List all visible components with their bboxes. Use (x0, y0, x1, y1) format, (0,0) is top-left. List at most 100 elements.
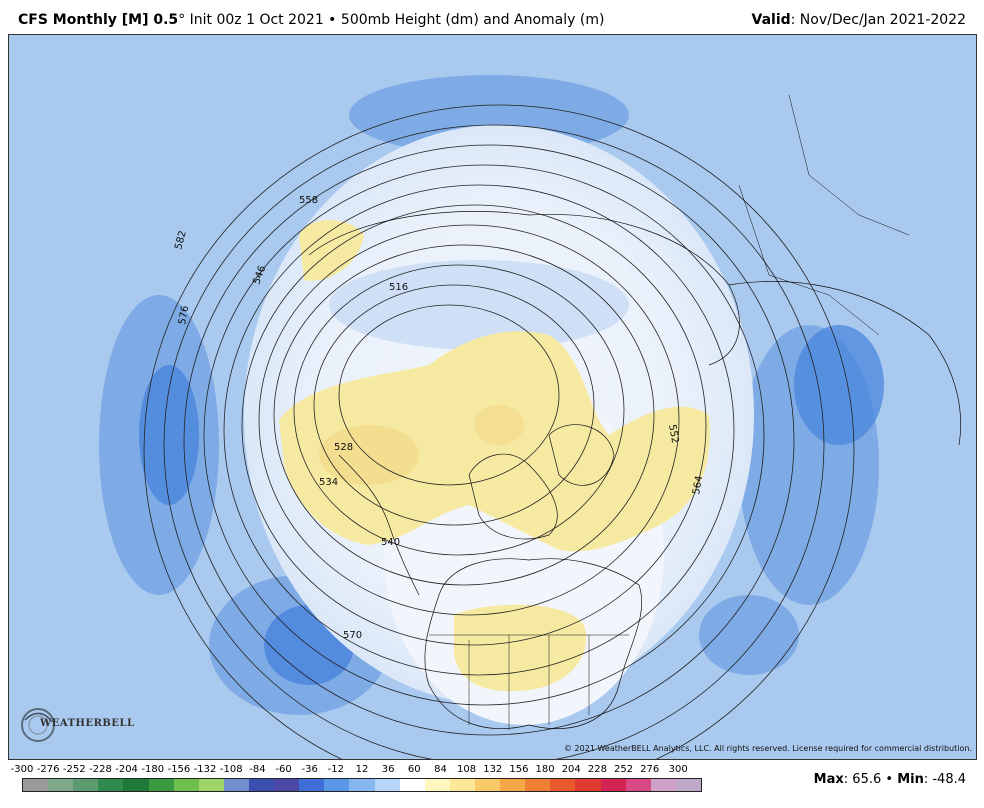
colorbar-tick: -36 (301, 764, 318, 775)
colorbar-swatch (48, 779, 74, 791)
field-name: 500mb Height (dm) and Anomaly (m) (340, 12, 605, 28)
model-name: CFS Monthly [M] 0.5 (18, 12, 179, 28)
init-info: Init 00z 1 Oct 2021 (185, 12, 324, 28)
colorbar-swatch (449, 779, 475, 791)
colorbar-tick: -108 (219, 764, 243, 775)
colorbar-tick: 108 (457, 764, 477, 775)
colorbar-swatch (575, 779, 601, 791)
contour-label-528: 528 (334, 442, 353, 453)
colorbar-swatch (148, 779, 174, 791)
colorbar-tick: 228 (587, 764, 607, 775)
colorbar-swatch (374, 779, 400, 791)
colorbar-swatch (675, 779, 701, 791)
colorbar-swatch (274, 779, 300, 791)
borders (429, 94, 910, 730)
colorbar-swatch (198, 779, 224, 791)
europe-outline (728, 281, 961, 446)
colorbar-swatch (349, 779, 375, 791)
contour-line (273, 244, 655, 586)
colorbar (22, 778, 702, 792)
contour-line (203, 164, 765, 706)
contour-label-576: 576 (177, 305, 191, 326)
negative-anomaly-core-west (139, 365, 199, 505)
contour-line (313, 284, 595, 526)
colorbar-swatch (625, 779, 651, 791)
asia-borders (738, 184, 880, 336)
contour-label-570: 570 (343, 630, 362, 641)
header: CFS Monthly [M] 0.5° Init 00z 1 Oct 2021… (0, 0, 984, 34)
canadian-archipelago-outline (468, 453, 558, 540)
weatherbell-logo (21, 708, 55, 742)
colorbar-tick: 12 (355, 764, 369, 775)
greenland-outline (548, 424, 615, 486)
valid-label: Valid (751, 12, 791, 28)
valid-period: Valid: Nov/Dec/Jan 2021-2022 (752, 12, 967, 28)
colorbar-tick: -156 (167, 764, 191, 775)
colorbar-swatch (299, 779, 325, 791)
colorbar-tick: 156 (509, 764, 529, 775)
contour-label-564: 564 (691, 475, 705, 496)
colorbar-swatch (600, 779, 626, 791)
contour-line (241, 204, 707, 646)
colorbar-tick: 276 (640, 764, 660, 775)
colorbar-tick: 36 (381, 764, 395, 775)
contour-label-582: 582 (173, 229, 189, 250)
colorbar-tick: -60 (275, 764, 292, 775)
colorbar-swatch (525, 779, 551, 791)
positive-anomaly-core-arctic (474, 405, 524, 445)
colorbar-swatch (324, 779, 350, 791)
map-canvas: 516 528 534 540 546 552 558 564 570 576 … (9, 35, 976, 759)
contour-line (183, 144, 795, 736)
contour-line (223, 184, 735, 676)
light-negative-anomaly (329, 260, 629, 350)
separator: • (881, 772, 898, 787)
colorbar-swatch (500, 779, 526, 791)
colorbar-swatch (98, 779, 124, 791)
map-panel: 516 528 534 540 546 552 558 564 570 576 … (8, 34, 977, 760)
colorbar-tick: -180 (141, 764, 165, 775)
colorbar-tick: -84 (249, 764, 266, 775)
valid-value: : Nov/Dec/Jan 2021-2022 (790, 12, 966, 28)
contour-label-540: 540 (381, 537, 400, 548)
state-lines (468, 635, 590, 730)
contour-label-534: 534 (319, 477, 338, 488)
negative-anomaly-atlantic (699, 595, 799, 675)
asia-borders (788, 94, 910, 236)
colorbar-swatch (23, 779, 49, 791)
alaska-outline (338, 454, 420, 596)
positive-anomaly-central-us (454, 604, 587, 692)
min-value: : -48.4 (923, 772, 966, 787)
contour-labels: 516 528 534 540 546 552 558 564 570 576 … (173, 195, 705, 641)
colorbar-swatch (650, 779, 676, 791)
contour-line (338, 304, 560, 486)
colorbar-tick: -132 (193, 764, 217, 775)
contour-line (293, 264, 625, 556)
logo-text: WEATHERBELL (40, 718, 135, 729)
colorbar-swatch (399, 779, 425, 791)
colorbar-tick: 300 (668, 764, 688, 775)
colorbar-swatch (123, 779, 149, 791)
height-contours (143, 104, 855, 759)
positive-anomaly-core-alaska (319, 425, 419, 485)
colorbar-tick: -228 (89, 764, 112, 775)
colorbar-swatch (173, 779, 199, 791)
map-title: CFS Monthly [M] 0.5° Init 00z 1 Oct 2021… (18, 12, 604, 28)
contour-line (258, 224, 680, 616)
colorbar-swatch (424, 779, 450, 791)
colorbar-ticks: -300 -276 -252 -228 -204 -180 -156 -132 … (11, 764, 702, 776)
north-america-outline (424, 558, 643, 729)
contour-label-558: 558 (299, 195, 318, 206)
copyright-text: © 2021 WeatherBELL Analytics, LLC. All r… (564, 744, 972, 753)
contour-label-516: 516 (389, 282, 408, 293)
colorbar-tick: -12 (327, 764, 344, 775)
colorbar-swatch (474, 779, 501, 791)
contour-line (143, 104, 855, 759)
min-label: Min (897, 772, 924, 787)
negative-anomaly-core-east (794, 325, 884, 445)
degree-symbol: ° (178, 12, 186, 28)
colorbar-swatch (73, 779, 99, 791)
colorbar-tick: 84 (434, 764, 447, 775)
colorbar-tick: 204 (561, 764, 581, 775)
colorbar-tick: 252 (613, 764, 634, 775)
colorbar-tick: -300 (10, 764, 34, 775)
